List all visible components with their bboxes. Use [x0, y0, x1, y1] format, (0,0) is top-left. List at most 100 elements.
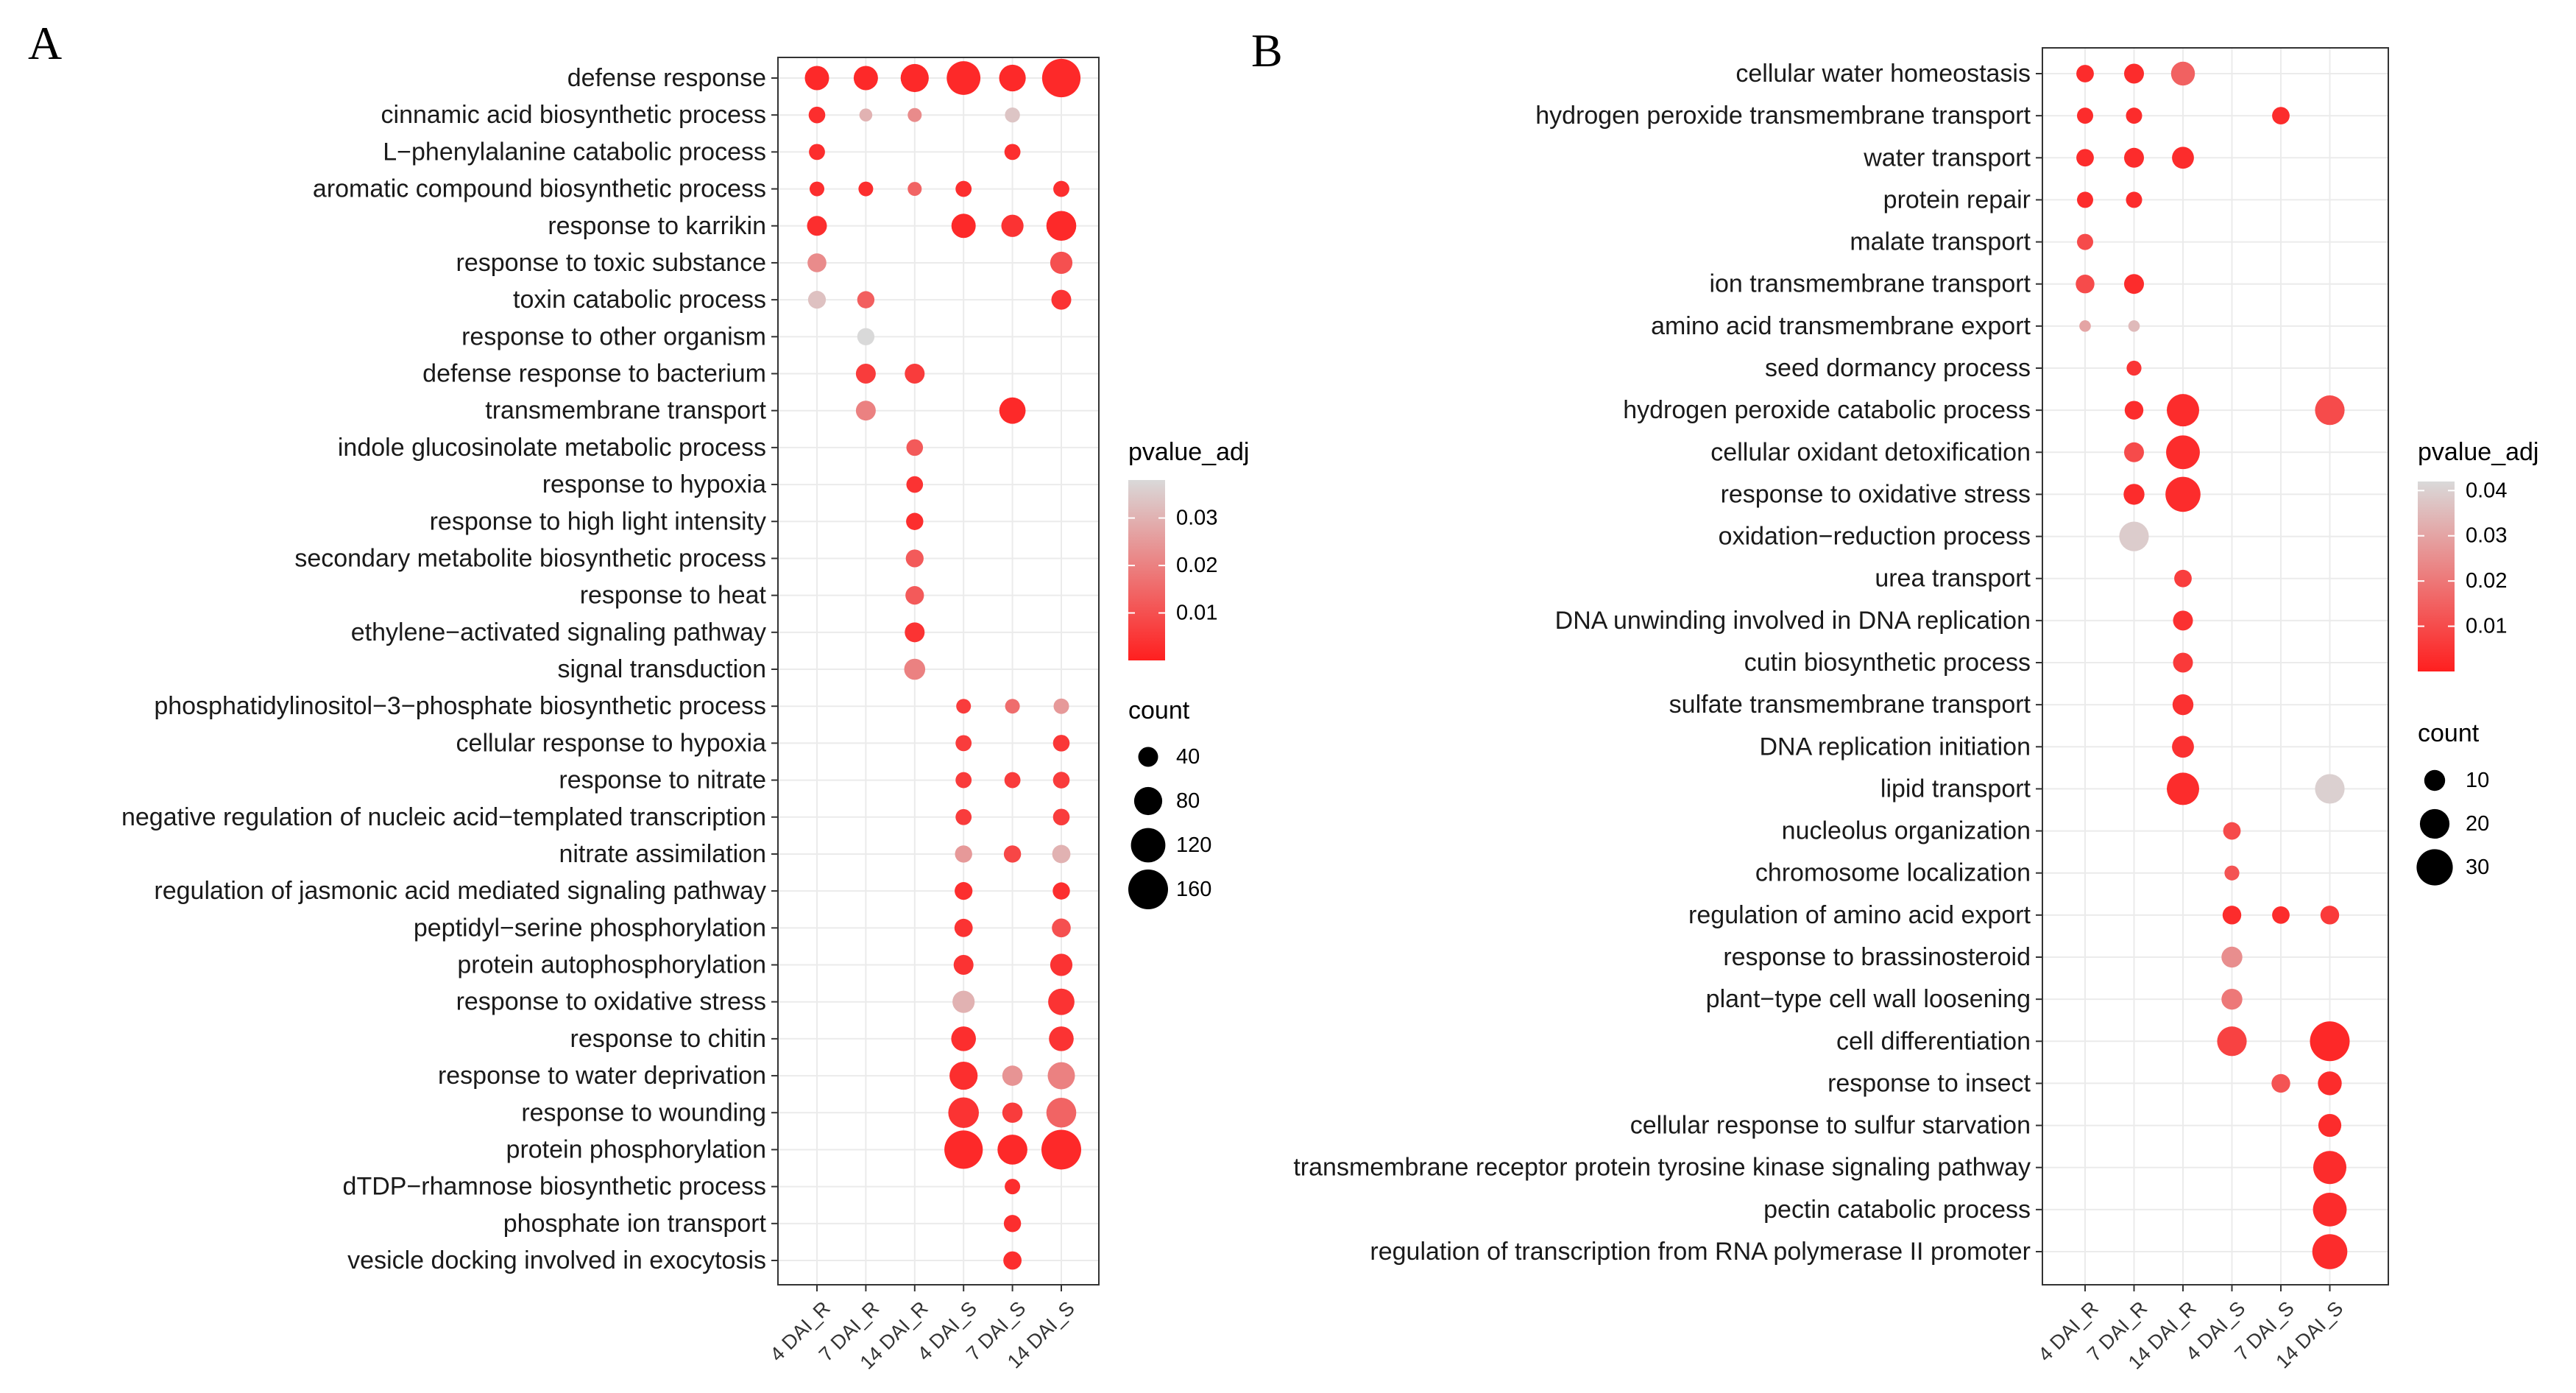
data-point — [2173, 610, 2193, 631]
data-point — [2174, 569, 2192, 588]
y-tick-label: regulation of amino acid export — [1688, 901, 2031, 929]
data-point — [2315, 395, 2345, 426]
data-point — [2119, 521, 2149, 551]
size-legend-label: 40 — [1176, 745, 1200, 769]
data-point — [1051, 289, 1072, 310]
data-point — [999, 397, 1026, 424]
data-point — [1049, 1026, 1074, 1051]
data-point — [807, 291, 827, 309]
data-point — [2315, 774, 2345, 804]
y-tick-label: response to nitrate — [559, 766, 766, 794]
data-point — [2172, 694, 2194, 716]
data-point — [1046, 1097, 1077, 1128]
data-point — [955, 735, 972, 752]
size-legend-label: 20 — [2466, 812, 2489, 836]
data-point — [2224, 865, 2240, 881]
size-legend-circle — [2416, 849, 2453, 886]
y-tick-label: phosphatidylinositol−3−phosphate biosynt… — [154, 692, 766, 720]
data-point — [1052, 735, 1070, 752]
size-legend-circle — [2419, 808, 2450, 839]
data-point — [2272, 906, 2290, 924]
data-point — [855, 401, 876, 421]
data-point — [2166, 435, 2200, 470]
data-point — [2217, 1026, 2247, 1057]
y-tick-label: transmembrane transport — [485, 397, 766, 425]
plot-area — [778, 57, 1099, 1285]
data-point — [808, 106, 826, 124]
y-tick-label: phosphate ion transport — [503, 1210, 767, 1238]
y-tick-label: regulation of transcription from RNA pol… — [1370, 1238, 2031, 1266]
y-tick-label: response to toxic substance — [456, 249, 766, 277]
data-point — [948, 1097, 979, 1129]
y-tick-label: hydrogen peroxide catabolic process — [1623, 396, 2031, 424]
data-point — [955, 772, 972, 789]
y-tick-label: defense response — [567, 64, 766, 92]
color-legend-tick-label: 0.02 — [1176, 554, 1217, 577]
data-point — [2079, 320, 2091, 332]
data-point — [1052, 808, 1070, 826]
data-point — [1002, 1065, 1023, 1086]
data-point — [2272, 107, 2290, 125]
size-legend-title: count — [2418, 719, 2480, 747]
data-point — [906, 512, 924, 530]
data-point — [952, 990, 975, 1013]
y-tick-label: peptidyl−serine phosphorylation — [414, 914, 766, 942]
y-tick-label: protein repair — [1883, 186, 2031, 214]
y-tick-label: protein autophosphorylation — [457, 951, 766, 979]
data-point — [2124, 63, 2144, 84]
color-legend-tick-label: 0.04 — [2466, 479, 2507, 502]
data-point — [858, 181, 874, 197]
y-tick-label: pectin catabolic process — [1763, 1196, 2031, 1224]
data-point — [1052, 844, 1071, 864]
data-point — [807, 216, 827, 236]
data-point — [2124, 147, 2144, 168]
data-point — [956, 699, 972, 714]
color-legend-title: pvalue_adj — [2418, 438, 2538, 466]
data-point — [857, 291, 875, 308]
data-point — [1001, 214, 1024, 237]
y-tick-label: hydrogen peroxide transmembrane transpor… — [1535, 102, 2031, 130]
data-point — [905, 586, 924, 605]
y-tick-label: amino acid transmembrane export — [1651, 312, 2031, 340]
plot-frame — [2042, 47, 2389, 1286]
data-point — [2076, 275, 2095, 294]
y-tick-label: defense response to bacterium — [422, 360, 766, 388]
y-tick-label: response to chitin — [570, 1025, 767, 1053]
y-tick-label: seed dormancy process — [1765, 354, 2031, 382]
data-point — [859, 108, 873, 121]
data-point — [2126, 107, 2142, 124]
data-point — [1005, 107, 1020, 123]
data-point — [1003, 845, 1022, 863]
data-point — [2170, 61, 2195, 86]
y-tick-label: malate transport — [1850, 228, 2031, 256]
y-tick-label: ion transmembrane transport — [1709, 270, 2031, 298]
y-tick-label: response to high light intensity — [430, 507, 766, 535]
y-tick-label: indole glucosinolate metabolic process — [338, 434, 766, 462]
data-point — [2318, 1071, 2342, 1096]
y-tick-label: response to brassinosteroid — [1723, 943, 2031, 971]
color-legend-bar — [2418, 482, 2455, 671]
y-tick-label: oxidation−reduction process — [1719, 523, 2031, 551]
color-legend-tick-label: 0.02 — [2466, 569, 2507, 593]
panel-a-plot: defense response cinnamic acid biosynthet… — [121, 57, 1249, 1374]
y-tick-label: protein phosphorylation — [506, 1135, 766, 1163]
data-point — [809, 144, 825, 161]
y-tick-label: response to karrikin — [548, 212, 766, 240]
data-point — [2126, 191, 2142, 208]
y-tick-label: signal transduction — [557, 655, 766, 683]
data-point — [951, 1026, 976, 1051]
y-tick-label: cutin biosynthetic process — [1744, 649, 2031, 677]
color-legend-title: pvalue_adj — [1128, 438, 1249, 466]
data-point — [2313, 1151, 2346, 1185]
data-point — [905, 622, 925, 643]
data-point — [2126, 360, 2142, 376]
data-point — [2124, 274, 2144, 295]
y-tick-label: L−phenylalanine catabolic process — [383, 138, 766, 166]
y-tick-label: nucleolus organization — [1782, 817, 2031, 845]
y-tick-label: DNA replication initiation — [1759, 733, 2031, 761]
data-point — [1041, 1129, 1081, 1170]
data-point — [2077, 191, 2093, 208]
data-point — [1005, 1179, 1021, 1195]
data-point — [900, 63, 929, 93]
